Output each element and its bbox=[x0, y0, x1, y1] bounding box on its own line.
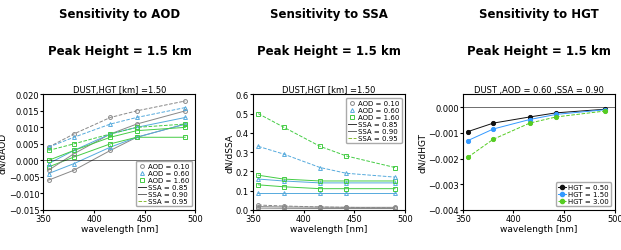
X-axis label: wavelength [nm]: wavelength [nm] bbox=[500, 224, 578, 234]
Y-axis label: dN/dHGT: dN/dHGT bbox=[417, 132, 427, 172]
Title: DUST,HGT [km] =1.50: DUST,HGT [km] =1.50 bbox=[73, 85, 166, 94]
Text: Sensitivity to AOD: Sensitivity to AOD bbox=[59, 8, 180, 20]
Y-axis label: dN/dSSA: dN/dSSA bbox=[225, 133, 234, 172]
Text: Peak Height = 1.5 km: Peak Height = 1.5 km bbox=[467, 45, 611, 58]
Y-axis label: dN/dAOD: dN/dAOD bbox=[0, 132, 7, 173]
Text: Peak Height = 1.5 km: Peak Height = 1.5 km bbox=[47, 45, 191, 58]
X-axis label: wavelength [nm]: wavelength [nm] bbox=[81, 224, 158, 234]
Title: DUST,HGT [km] =1.50: DUST,HGT [km] =1.50 bbox=[283, 85, 376, 94]
Legend: AOD = 0.10, AOD = 0.60, AOD = 1.60, SSA = 0.85, SSA = 0.90, SSA = 0.95: AOD = 0.10, AOD = 0.60, AOD = 1.60, SSA … bbox=[346, 98, 402, 144]
Text: Sensitivity to SSA: Sensitivity to SSA bbox=[270, 8, 388, 20]
Legend: AOD = 0.10, AOD = 0.60, AOD = 1.60, SSA = 0.85, SSA = 0.90, SSA = 0.95: AOD = 0.10, AOD = 0.60, AOD = 1.60, SSA … bbox=[136, 161, 192, 206]
Text: Sensitivity to HGT: Sensitivity to HGT bbox=[479, 8, 599, 20]
Title: DUST ,AOD = 0.60 ,SSA = 0.90: DUST ,AOD = 0.60 ,SSA = 0.90 bbox=[474, 85, 604, 94]
X-axis label: wavelength [nm]: wavelength [nm] bbox=[291, 224, 368, 234]
Legend: HGT = 0.50, HGT = 1.50, HGT = 3.00: HGT = 0.50, HGT = 1.50, HGT = 3.00 bbox=[556, 182, 611, 206]
Text: Peak Height = 1.5 km: Peak Height = 1.5 km bbox=[257, 45, 401, 58]
